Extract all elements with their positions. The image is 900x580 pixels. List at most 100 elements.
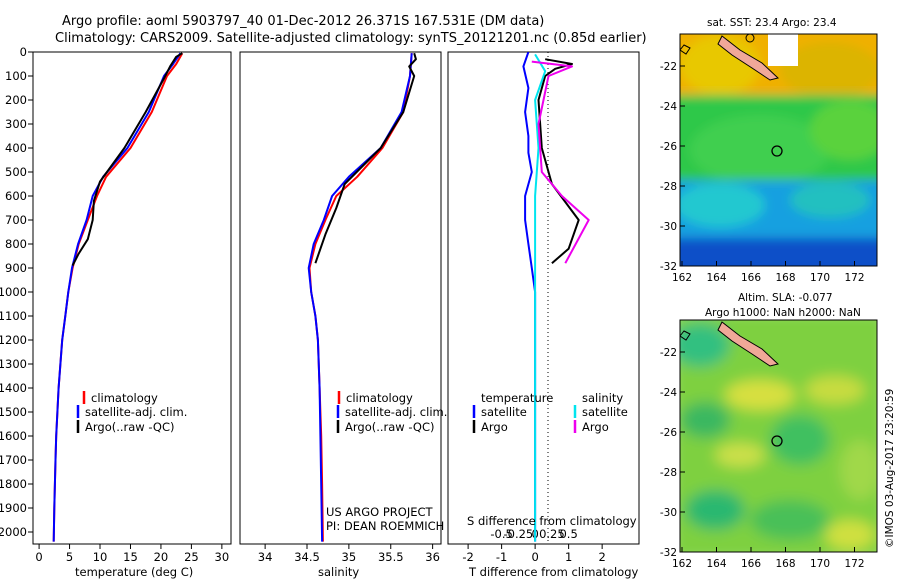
map-lat-label: -28: [660, 181, 677, 193]
sst-map: [680, 34, 877, 266]
map-lon-label: 162: [672, 558, 692, 570]
map-lat-label: -22: [660, 61, 677, 73]
s-diff-tick-label: -0.25: [503, 527, 533, 541]
depth-tick-label: 400: [5, 141, 27, 155]
legend-salinity-heading: salinity: [582, 391, 623, 405]
map-lon-label: 164: [706, 558, 726, 570]
temperature-axis: 0 5 10 15 20 25 30: [35, 544, 229, 564]
map-lon-label: 170: [810, 558, 830, 570]
depth-tick-label: 1800: [0, 477, 27, 491]
x-tick-label: -1: [496, 550, 507, 564]
salinity-axis: 34 34.5 35 35.5 36: [258, 544, 440, 564]
series-line-salinity-argo: [531, 60, 590, 264]
depth-tick-label: 200: [5, 93, 27, 107]
depth-tick-label: 1400: [0, 381, 27, 395]
sst-map-title: sat. SST: 23.4 Argo: 23.4: [707, 17, 837, 29]
depth-tick-label: 2000: [0, 525, 27, 539]
legend-argo: Argo(..raw -QC): [345, 420, 435, 434]
difference-legend: temperature satellite Argo salinity sate…: [472, 391, 628, 434]
x-tick-label: 0: [531, 550, 538, 564]
map-lon-label: 168: [775, 272, 795, 284]
sla-map-axes: 162 164 166 168 170 172 -22 -24 -26 -28 -30 -32: [660, 347, 865, 570]
map-lon-label: 172: [844, 558, 864, 570]
sla-map-title-line2: Argo h1000: NaN h2000: NaN: [705, 307, 861, 319]
salinity-panel: [239, 51, 442, 545]
series-line-climatology: [308, 53, 413, 542]
x-tick-label: 35: [342, 550, 357, 564]
imos-watermark: ©IMOS 03-Aug-2017 23:20:59: [884, 389, 896, 548]
argo-position-marker: [771, 435, 783, 447]
map-lon-label: 166: [741, 272, 761, 284]
legend-t-argo: Argo: [481, 420, 508, 434]
legend-temperature-heading: temperature: [481, 391, 553, 405]
series-line-argo-raw-qc-: [314, 52, 417, 264]
x-tick-label: 25: [184, 550, 199, 564]
series-line-temperature-satellite: [522, 52, 537, 542]
map-lon-label: 172: [844, 272, 864, 284]
temperature-axis-label: temperature (deg C): [75, 565, 193, 579]
legend-s-argo: Argo: [582, 420, 609, 434]
map-lon-label: 168: [775, 558, 795, 570]
sla-map-title-line1: Altim. SLA: -0.077: [738, 292, 833, 304]
sst-map-axes: 162 164 166 168 170 172 -22 -24 -26 -28 -30 -32: [660, 61, 865, 284]
depth-tick-label: 1600: [0, 429, 27, 443]
figure-title-line1: Argo profile: aoml 5903797_40 01-Dec-201…: [62, 14, 544, 29]
t-difference-axis-label: T difference from climatology: [468, 565, 639, 579]
series-line-climatology: [52, 52, 184, 542]
legend-argo: Argo(..raw -QC): [85, 420, 175, 434]
series-line-salinity-satellite: [534, 53, 547, 542]
depth-tick-label: 1100: [0, 309, 27, 323]
difference-axis: -2 -1 0 1 2-0.5-0.250 0.250.5: [462, 527, 605, 564]
x-tick-label: 35.5: [378, 550, 404, 564]
depth-axis: 0 100 200 300 400 500 600 700 800 900 1000 1100 1200…: [0, 45, 33, 539]
sla-map: [680, 320, 877, 552]
x-tick-label: 1: [565, 550, 572, 564]
depth-tick-label: 800: [5, 237, 27, 251]
depth-tick-label: 1000: [0, 285, 27, 299]
series-line-temperature-argo: [537, 58, 580, 264]
map-lat-label: -32: [660, 547, 677, 559]
x-tick-label: 10: [93, 550, 108, 564]
x-tick-label: 30: [215, 550, 230, 564]
series-line-satellite-adj-clim-: [52, 52, 182, 542]
x-tick-label: 20: [154, 550, 169, 564]
argo-position-marker: [771, 145, 783, 157]
map-lon-label: 162: [672, 272, 692, 284]
depth-tick-label: 500: [5, 165, 27, 179]
series-line-satellite-adj-clim-: [307, 53, 413, 542]
difference-lines: [522, 52, 590, 542]
map-lat-label: -24: [660, 387, 677, 399]
temperature-panel: [32, 51, 232, 545]
depth-tick-label: 900: [5, 261, 27, 275]
map-lat-label: -26: [660, 427, 677, 439]
legend-climatology: climatology: [346, 391, 413, 405]
depth-tick-label: 1700: [0, 453, 27, 467]
legend-climatology: climatology: [91, 391, 158, 405]
map-lat-label: -22: [660, 347, 677, 359]
pi-label: PI: DEAN ROEMMICH: [326, 519, 444, 533]
temperature-lines: [52, 52, 184, 542]
map-lat-label: -26: [660, 141, 677, 153]
x-tick-label: 2: [598, 550, 605, 564]
x-tick-label: 36: [425, 550, 440, 564]
s-diff-tick-label: 0.5: [559, 527, 577, 541]
map-lon-label: 166: [741, 558, 761, 570]
depth-tick-label: 700: [5, 213, 27, 227]
legend-satellite-adj: satellite-adj. clim.: [85, 405, 187, 419]
series-line-argo-raw-qc-: [71, 52, 183, 267]
salinity-legend: climatology satellite-adj. clim. Argo(..…: [326, 391, 447, 533]
map-lat-label: -32: [660, 261, 677, 273]
s-diff-tick-label: 0.25: [539, 527, 565, 541]
depth-tick-label: 1300: [0, 357, 27, 371]
map-lat-label: -28: [660, 467, 677, 479]
map-lon-label: 164: [706, 272, 726, 284]
map-lat-label: -30: [660, 507, 677, 519]
legend-satellite-adj: satellite-adj. clim.: [345, 405, 447, 419]
legend-s-satellite: satellite: [582, 405, 628, 419]
depth-tick-label: 0: [20, 45, 27, 59]
legend-t-satellite: satellite: [481, 405, 527, 419]
x-tick-label: 0: [35, 550, 42, 564]
depth-tick-label: 1900: [0, 501, 27, 515]
depth-tick-label: 1200: [0, 333, 27, 347]
x-tick-label: -2: [462, 550, 473, 564]
